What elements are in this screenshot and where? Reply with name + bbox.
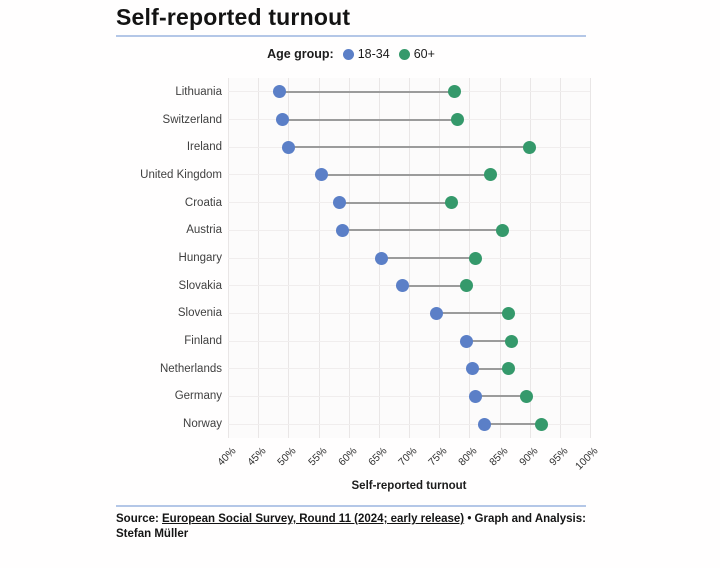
y-tick-label-netherlands: Netherlands	[159, 362, 222, 375]
dumbbell-connector	[381, 257, 476, 259]
dumbbell-connector	[279, 90, 455, 93]
data-point-18-34	[429, 306, 443, 320]
source-link[interactable]: European Social Survey, Round 11 (2024; …	[162, 513, 465, 525]
dumbbell-connector	[339, 201, 452, 204]
legend-swatch-60plus-icon	[398, 48, 410, 60]
data-point-60plus	[459, 279, 473, 293]
horizontal-gridline	[228, 340, 590, 342]
source-note: Source: European Social Survey, Round 11…	[116, 512, 596, 542]
data-point-18-34	[281, 140, 295, 154]
y-tick-label-finland: Finland	[184, 335, 222, 348]
footer-divider	[116, 505, 586, 507]
data-point-18-34	[275, 113, 289, 127]
vertical-gridline	[590, 78, 591, 438]
legend-item-18-34: 18-34	[342, 47, 390, 61]
y-tick-label-united-kingdom: United Kingdom	[140, 168, 222, 181]
dumbbell-connector	[484, 423, 542, 426]
y-tick-label-austria: Austria	[186, 224, 222, 237]
horizontal-gridline	[228, 312, 590, 314]
dumbbell-connector	[321, 173, 491, 176]
legend-item-label: 60+	[413, 47, 435, 61]
data-point-60plus	[505, 334, 519, 348]
legend-swatch-18-34-icon	[342, 48, 354, 60]
y-tick-label-norway: Norway	[183, 418, 222, 431]
title-divider	[116, 35, 586, 37]
data-point-18-34	[375, 251, 389, 265]
data-point-18-34	[336, 223, 350, 237]
legend-item-label: 18-34	[357, 47, 390, 61]
data-point-60plus	[502, 306, 516, 320]
y-tick-label-slovakia: Slovakia	[178, 279, 222, 292]
dumbbell-connector	[288, 146, 530, 149]
dumbbell-connector	[475, 395, 527, 398]
dumbbell-connector	[402, 284, 467, 287]
y-tick-label-germany: Germany	[174, 390, 222, 403]
page-title: Self-reported turnout	[116, 4, 351, 30]
y-tick-label-lithuania: Lithuania	[175, 85, 222, 98]
y-tick-label-slovenia: Slovenia	[177, 307, 222, 320]
plot-panel	[228, 78, 591, 438]
data-point-60plus	[483, 168, 497, 182]
dumbbell-connector	[436, 312, 509, 315]
x-axis-title: Self-reported turnout	[351, 480, 467, 492]
data-point-60plus	[444, 196, 458, 210]
data-point-60plus	[496, 223, 510, 237]
dumbbell-connector	[472, 367, 509, 370]
data-point-60plus	[447, 85, 461, 99]
data-point-60plus	[523, 140, 537, 154]
dumbbell-connector	[342, 229, 503, 232]
y-tick-label-croatia: Croatia	[184, 196, 222, 209]
y-tick-label-ireland: Ireland	[186, 141, 222, 154]
horizontal-gridline	[228, 423, 590, 425]
data-point-60plus	[450, 113, 464, 127]
data-point-18-34	[333, 196, 347, 210]
legend: Age group: 18-34 60+	[116, 44, 586, 64]
dumbbell-chart: Self-reported turnout 40% 45% 50% 55% 60% 65%…	[116, 72, 600, 492]
data-point-18-34	[459, 334, 473, 348]
data-point-60plus	[502, 362, 516, 376]
data-point-60plus	[520, 389, 534, 403]
data-point-18-34	[315, 168, 329, 182]
horizontal-gridline	[228, 368, 590, 370]
data-point-18-34	[396, 279, 410, 293]
data-point-18-34	[465, 362, 479, 376]
y-tick-label-hungary: Hungary	[178, 252, 222, 264]
data-point-60plus	[468, 251, 482, 265]
dumbbell-connector	[466, 340, 512, 343]
y-tick-label-switzerland: Switzerland	[162, 113, 222, 126]
data-point-18-34	[468, 389, 482, 403]
source-label: Source:	[116, 513, 163, 525]
legend-label: Age group:	[267, 47, 334, 61]
credit-author: Stefan Müller	[116, 528, 189, 540]
dumbbell-connector	[282, 118, 458, 121]
credit-text: • Graph and Analysis:	[464, 513, 586, 525]
data-point-18-34	[272, 85, 286, 99]
legend-item-60plus: 60+	[398, 47, 435, 61]
horizontal-gridline	[228, 395, 590, 397]
data-point-60plus	[535, 417, 549, 431]
data-point-18-34	[477, 417, 491, 431]
